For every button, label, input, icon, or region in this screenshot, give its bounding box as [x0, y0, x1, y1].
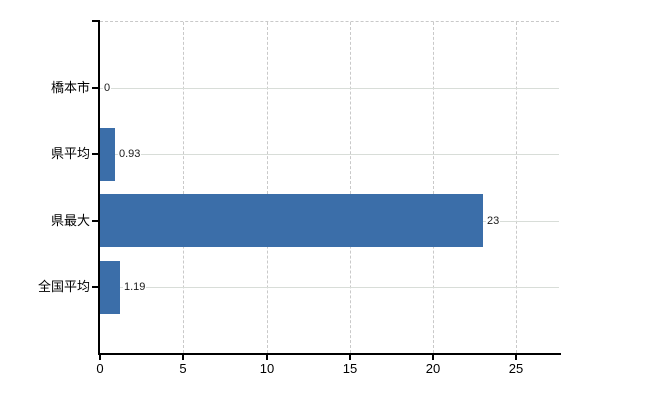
- gridline-vertical: [516, 22, 517, 353]
- x-axis-tick-mark: [515, 355, 517, 360]
- y-axis-top-tick: [92, 20, 100, 22]
- category-label: 県平均: [50, 146, 90, 161]
- x-axis-tick-mark: [182, 355, 184, 360]
- gridline-horizontal: [100, 154, 559, 155]
- x-axis: [98, 353, 561, 355]
- x-axis-tick-mark: [349, 355, 351, 360]
- x-axis-tick-mark: [432, 355, 434, 360]
- bar: [100, 194, 483, 247]
- gridline-vertical: [267, 22, 268, 353]
- x-tick-label: 20: [425, 361, 441, 376]
- gridline-vertical: [183, 22, 184, 353]
- value-label: 0: [103, 81, 112, 95]
- x-tick-label: 10: [259, 361, 275, 376]
- bar: [100, 128, 115, 181]
- value-label: 23: [486, 214, 501, 228]
- gridline-horizontal: [100, 287, 559, 288]
- category-label: 橋本市: [50, 80, 90, 95]
- x-tick-label: 0: [96, 361, 104, 376]
- x-tick-label: 5: [179, 361, 187, 376]
- category-label: 全国平均: [37, 279, 90, 294]
- y-axis-tick-mark: [92, 87, 99, 89]
- bar: [100, 261, 120, 314]
- gridline-vertical: [350, 22, 351, 353]
- x-axis-tick-mark: [99, 355, 101, 360]
- y-axis-tick-mark: [92, 153, 99, 155]
- y-axis-tick-mark: [92, 220, 99, 222]
- value-label: 0.93: [118, 147, 142, 161]
- y-axis: [98, 20, 100, 355]
- gridline-horizontal: [100, 88, 559, 89]
- plot-top-border: [100, 21, 559, 22]
- gridline-vertical: [433, 22, 434, 353]
- category-label: 県最大: [50, 213, 90, 228]
- value-label: 1.19: [123, 280, 147, 294]
- x-tick-label: 25: [508, 361, 524, 376]
- y-axis-tick-mark: [92, 286, 99, 288]
- x-axis-tick-mark: [266, 355, 268, 360]
- x-tick-label: 15: [342, 361, 358, 376]
